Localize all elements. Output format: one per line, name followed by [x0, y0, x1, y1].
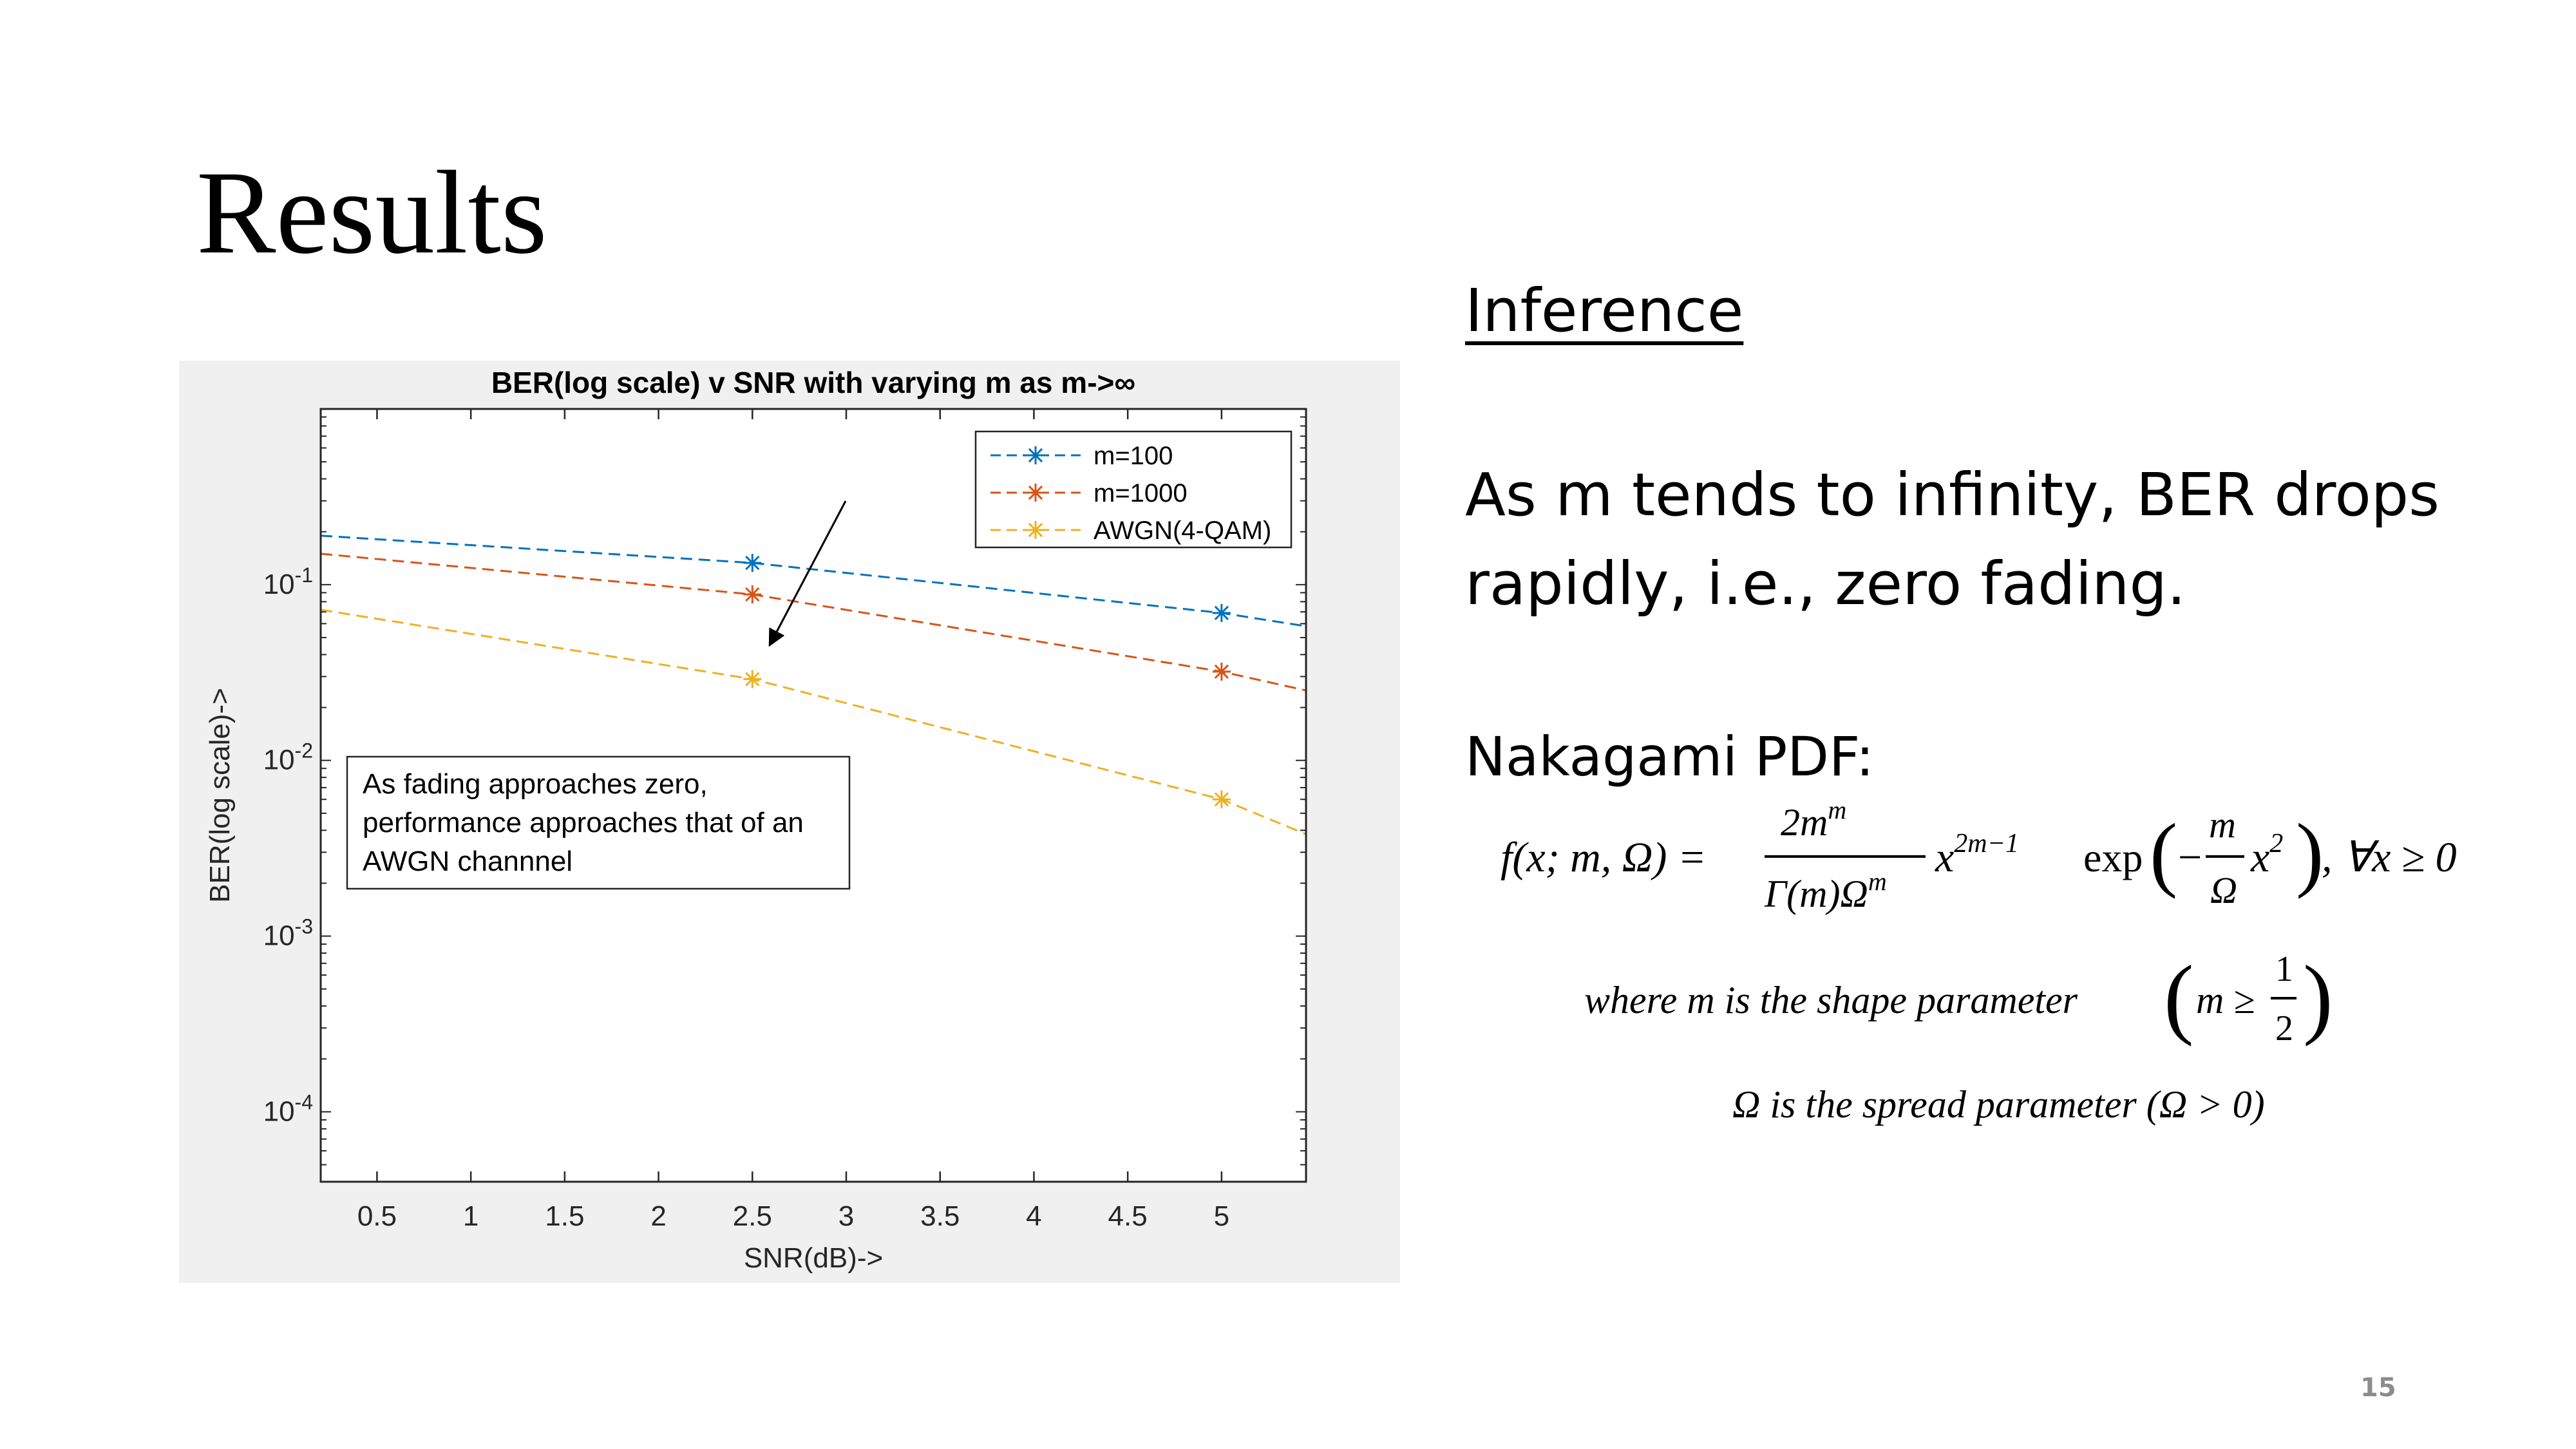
series-0-marker-1 [743, 554, 762, 573]
svg-text:(: ( [2164, 947, 2194, 1047]
x-axis-label: SNR(dB)-> [744, 1242, 883, 1274]
legend: m=100 m=1000 AWGN(4-QAM) [974, 430, 1293, 549]
pdf-equation: f(x; m, Ω) = 2mm Γ(m)Ωm x2m−1 exp ( − m … [1501, 795, 2457, 915]
svg-text:): ) [2296, 807, 2324, 900]
x-tick-label-8: 4.5 [1108, 1200, 1148, 1232]
svg-text:f(x; m, Ω) =: f(x; m, Ω) = [1501, 834, 1707, 881]
page-number: 15 [2360, 1373, 2396, 1403]
plot-frame [319, 408, 1307, 1183]
x-tick-label-0: 0.5 [357, 1200, 397, 1232]
y-tick-label-2: 10-3 [263, 915, 313, 952]
annotation-box: As fading approaches zero, performance a… [346, 755, 851, 890]
legend-marker-0 [1027, 446, 1045, 464]
svg-text:Ω: Ω [2210, 869, 2237, 911]
svg-text:): ) [2303, 947, 2333, 1047]
series-line-2 [321, 609, 1306, 835]
spread-parameter-text: Ω is the spread parameter (Ω > 0) [1732, 1083, 2265, 1126]
y-tick-label-1: 10-2 [263, 739, 313, 776]
x-tick-label-5: 3 [838, 1200, 854, 1232]
shape-parameter-line: where m is the shape parameter ( m ≥ 1 2… [1584, 947, 2333, 1048]
slide-title: Results [196, 147, 547, 279]
nakagami-formula: f(x; m, Ω) = 2mm Γ(m)Ωm x2m−1 exp ( − m … [1501, 795, 2457, 1126]
nakagami-heading: Nakagami PDF: [1465, 725, 1875, 788]
annotation-line-2: performance approaches that of an [363, 807, 804, 838]
x-tick-label-9: 5 [1214, 1200, 1229, 1232]
legend-box [974, 430, 1293, 549]
chart-title: BER(log scale) v SNR with varying m as m… [491, 366, 1135, 399]
svg-text:m ≥: m ≥ [2196, 979, 2255, 1021]
series-2-marker-1 [743, 670, 762, 688]
x-tick-labels: 0.5 1 1.5 2 2.5 3 3.5 4 4.5 5 [357, 1200, 1229, 1232]
inference-heading: Inference [1465, 276, 1744, 345]
y-tick-label-0: 10-1 [263, 564, 313, 600]
svg-text:2mm: 2mm [1781, 795, 1846, 844]
annotation-line-1: As fading approaches zero, [363, 768, 708, 800]
annotation-line-3: AWGN channnel [363, 846, 573, 877]
svg-text:1: 1 [2275, 949, 2293, 989]
svg-text:x2m−1: x2m−1 [1935, 829, 2019, 881]
legend-marker-1 [1027, 484, 1045, 502]
legend-label-2: AWGN(4-QAM) [1094, 516, 1271, 545]
svg-text:2: 2 [2275, 1009, 2293, 1048]
svg-text:Γ(m)Ωm: Γ(m)Ωm [1764, 867, 1887, 915]
x-tick-label-3: 2 [650, 1200, 666, 1232]
annotation-frame [346, 755, 851, 890]
series-2-marker-2 [1212, 790, 1231, 809]
series-1-marker-2 [1212, 662, 1231, 681]
svg-text:(: ( [2150, 807, 2177, 900]
svg-text:−: − [2178, 834, 2202, 881]
legend-label-0: m=100 [1094, 442, 1173, 470]
y-tick-label-3: 10-4 [263, 1090, 313, 1127]
x-tick-label-4: 2.5 [733, 1200, 772, 1232]
x-tick-label-1: 1 [463, 1200, 478, 1232]
svg-text:, ∀x ≥ 0: , ∀x ≥ 0 [2322, 834, 2457, 881]
series-line-0 [321, 535, 1306, 627]
ber-snr-chart: 0.5 1 1.5 2 2.5 3 3.5 4 4.5 5 10-1 10-2 10-3 10-4 BE… [179, 361, 1400, 1283]
legend-marker-2 [1027, 521, 1045, 539]
x-tick-label-2: 1.5 [545, 1200, 584, 1232]
legend-label-1: m=1000 [1094, 479, 1188, 507]
svg-text:m: m [2209, 804, 2236, 846]
y-tick-labels: 10-1 10-2 10-3 10-4 [263, 564, 313, 1128]
x-tick-label-7: 4 [1026, 1200, 1041, 1232]
series-1-marker-1 [743, 585, 762, 604]
series-line-1 [321, 553, 1306, 692]
svg-text:x2: x2 [2250, 829, 2283, 881]
shape-parameter-text: where m is the shape parameter [1584, 979, 2078, 1021]
series-0-marker-2 [1212, 603, 1231, 622]
svg-text:exp: exp [2083, 835, 2143, 880]
y-axis-label: BER(log scale)-> [204, 688, 236, 903]
inference-body: As m tends to infinity, BER drops rapidl… [1465, 460, 2440, 618]
x-tick-label-6: 3.5 [920, 1200, 960, 1232]
series-group [321, 535, 1306, 835]
annotation-arrow [768, 500, 847, 647]
